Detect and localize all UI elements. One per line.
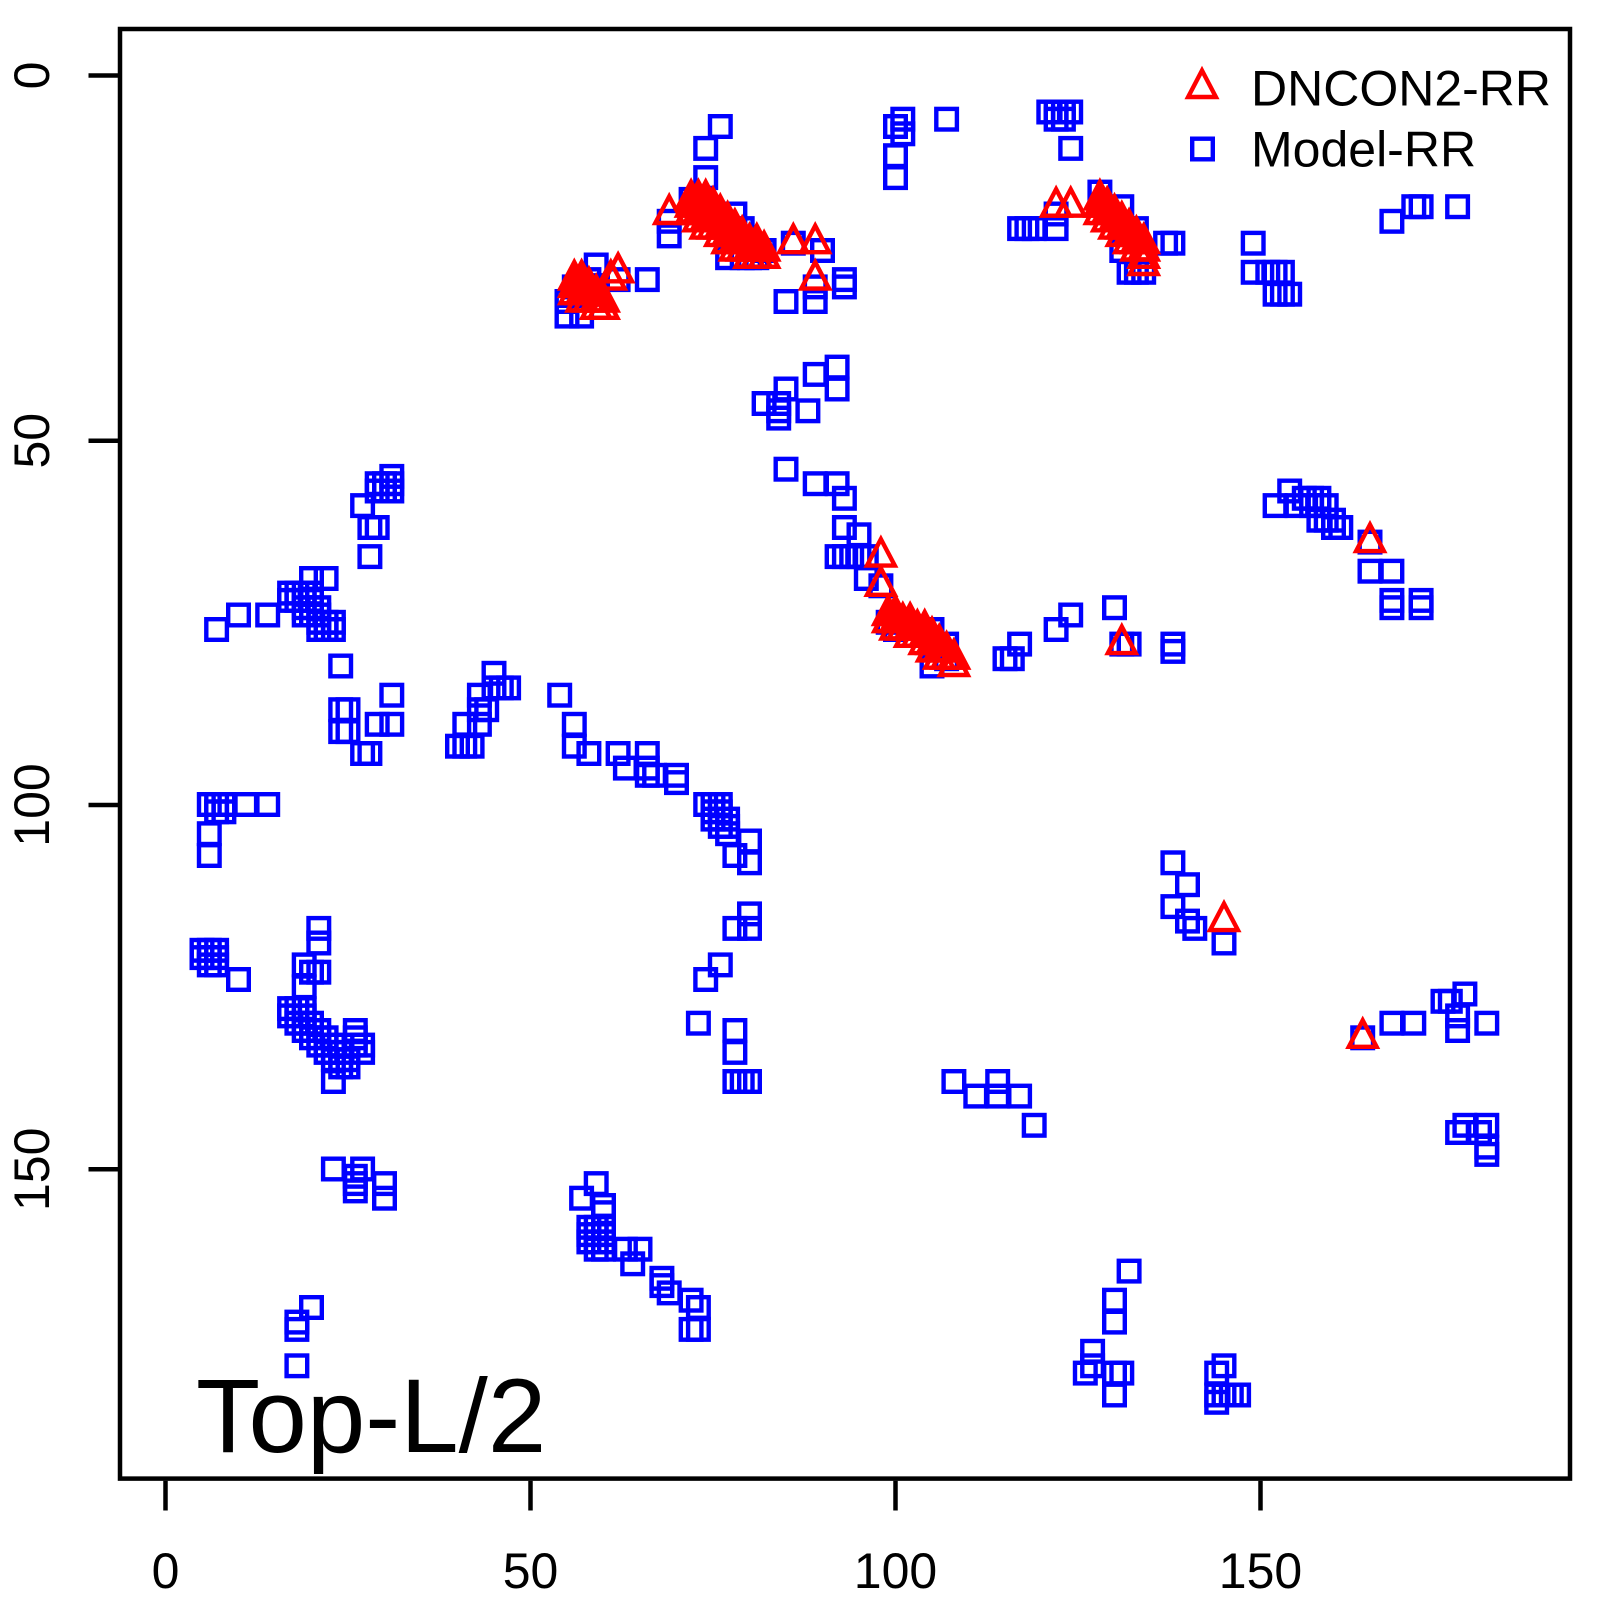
svg-text:Top-L/2: Top-L/2 [196,1358,546,1475]
svg-text:Model-RR: Model-RR [1251,122,1476,178]
svg-text:100: 100 [854,1543,937,1599]
svg-text:0: 0 [152,1543,180,1599]
svg-text:150: 150 [4,1128,60,1211]
svg-text:50: 50 [503,1543,559,1599]
svg-text:DNCON2-RR: DNCON2-RR [1251,61,1551,117]
svg-text:150: 150 [1219,1543,1302,1599]
svg-text:100: 100 [4,763,60,846]
svg-text:0: 0 [4,62,60,90]
svg-text:50: 50 [4,413,60,469]
